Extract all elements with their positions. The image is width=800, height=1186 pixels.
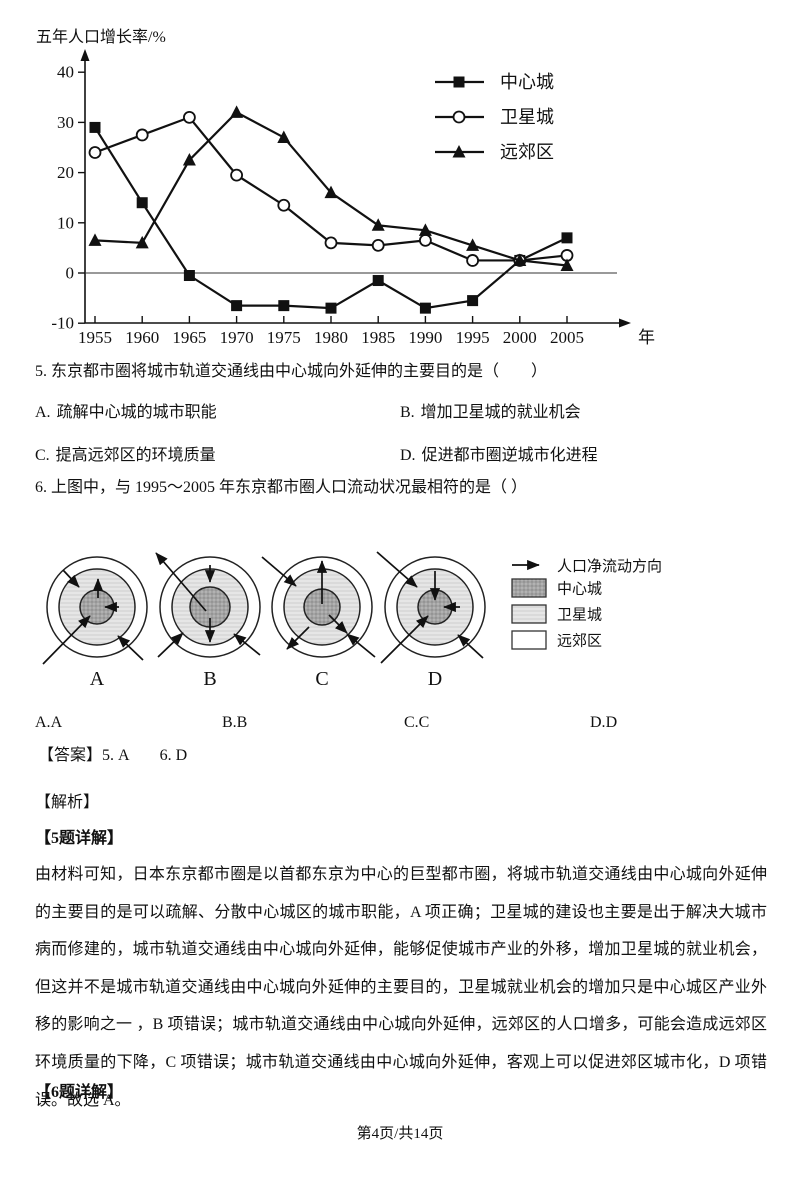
svg-text:远郊区: 远郊区: [557, 633, 602, 650]
answer-q6: 6. D: [159, 747, 188, 764]
svg-text:1985: 1985: [361, 328, 395, 347]
svg-text:D: D: [428, 668, 442, 690]
q5-option-c: C. 提高远郊区的环境质量: [35, 446, 216, 466]
q6-option-a-text: A: [50, 714, 63, 731]
answer-q5: 5. A: [102, 747, 130, 764]
q6-option-d-label: D.: [590, 714, 606, 731]
analysis-q6-header: 【6题详解】: [35, 1084, 124, 1101]
q6-option-b-text: B: [236, 714, 248, 731]
svg-text:20: 20: [57, 163, 74, 182]
q5-option-c-label: C.: [35, 447, 50, 464]
svg-text:1995: 1995: [456, 328, 490, 347]
svg-text:1955: 1955: [78, 328, 112, 347]
answer-line: 【答案】5. A 6. D: [38, 746, 187, 766]
svg-text:卫星城: 卫星城: [500, 107, 554, 127]
q5-option-d: D. 促进都市圈逆城市化进程: [400, 446, 598, 466]
svg-text:1960: 1960: [125, 328, 159, 347]
svg-text:年: 年: [638, 328, 655, 347]
q5-option-b-label: B.: [400, 404, 415, 421]
q6-option-d-text: D: [605, 714, 618, 731]
svg-text:1970: 1970: [220, 328, 254, 347]
question-5-stem: 5. 东京都市圈将城市轨道交通线由中心城向外延伸的主要目的是（ ）: [35, 363, 548, 380]
svg-text:中心城: 中心城: [557, 581, 602, 598]
svg-text:C: C: [315, 668, 328, 690]
svg-text:40: 40: [57, 63, 74, 82]
q5-option-b: B. 增加卫星城的就业机会: [400, 403, 581, 423]
svg-text:10: 10: [57, 213, 74, 232]
q5-option-d-label: D.: [400, 447, 416, 464]
svg-text:1990: 1990: [408, 328, 442, 347]
analysis-header: 【解析】: [35, 794, 100, 811]
svg-text:远郊区: 远郊区: [500, 142, 554, 162]
q5-option-a-label: A.: [35, 404, 51, 421]
q6-option-c: C.C: [404, 713, 429, 733]
answer-label: 【答案】: [38, 747, 103, 764]
svg-text:1975: 1975: [267, 328, 301, 347]
svg-text:-10: -10: [51, 314, 74, 333]
svg-text:2000: 2000: [503, 328, 537, 347]
svg-text:1980: 1980: [314, 328, 348, 347]
q6-option-b-label: B.: [222, 714, 237, 731]
svg-text:0: 0: [66, 264, 75, 283]
question-6-stem: 6. 上图中，与 1995～2005 年东京都市圈人口流动状况最相符的是（ ）: [35, 479, 528, 496]
q6-option-c-text: C: [418, 714, 430, 731]
q5-option-c-text: 提高远郊区的环境质量: [55, 447, 216, 464]
svg-text:A: A: [90, 668, 105, 690]
q5-option-d-text: 促进都市圈逆城市化进程: [421, 447, 598, 464]
q5-option-a: A. 疏解中心城的城市职能: [35, 403, 217, 423]
q6-option-a: A.A: [35, 713, 62, 733]
analysis-q5-body: 由材料可知，日本东京都市圈是以首都东京为中心的巨型都市圈，将城市轨道交通线由中心…: [35, 866, 767, 1109]
analysis-q5-header: 【5题详解】: [35, 830, 124, 847]
svg-text:人口净流动方向: 人口净流动方向: [557, 558, 662, 575]
svg-text:2005: 2005: [550, 328, 584, 347]
svg-text:卫星城: 卫星城: [557, 607, 602, 624]
q5-option-b-text: 增加卫星城的就业机会: [420, 404, 581, 421]
q6-option-c-label: C.: [404, 714, 419, 731]
svg-text:中心城: 中心城: [500, 72, 554, 92]
svg-text:五年人口增长率/%: 五年人口增长率/%: [36, 28, 166, 46]
svg-text:B: B: [203, 668, 216, 690]
q6-option-b: B.B: [222, 713, 247, 733]
q6-option-a-label: A.: [35, 714, 51, 731]
svg-text:30: 30: [57, 113, 74, 132]
page-number: 第4页/共14页: [356, 1126, 444, 1142]
svg-text:1965: 1965: [172, 328, 206, 347]
q5-option-a-text: 疏解中心城的城市职能: [56, 404, 217, 421]
q6-option-d: D.D: [590, 713, 617, 733]
